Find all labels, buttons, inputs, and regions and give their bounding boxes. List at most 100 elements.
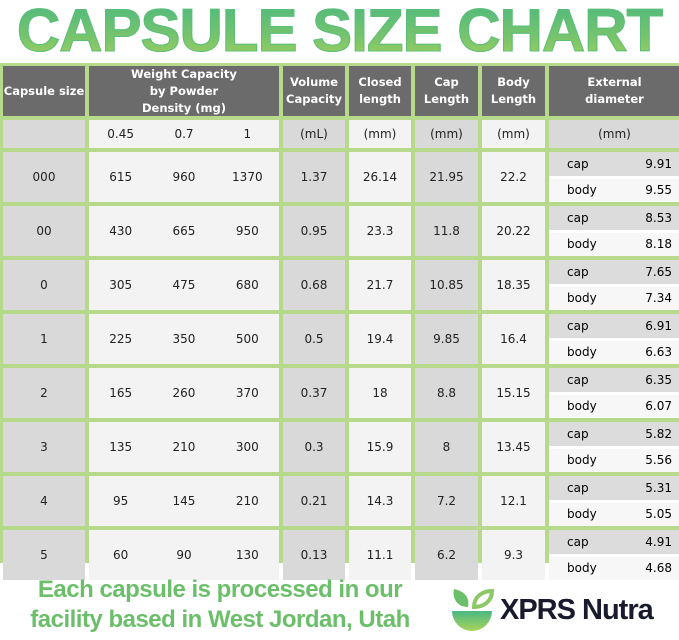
cell-weights: 305 475 680 (89, 260, 279, 310)
cell-capsule-size: 3 (3, 422, 85, 472)
units-empty (3, 120, 85, 148)
cell-cap-length: 6.2 (415, 530, 478, 580)
ext-cap-label: cap (567, 372, 589, 387)
leaf-bowl-logo-icon (452, 588, 495, 631)
ext-body-value: 5.56 (645, 453, 672, 468)
cell-weight-1: 1370 (232, 170, 263, 184)
cell-body-length: 13.45 (482, 422, 545, 472)
cell-external-diameter: cap 9.91 body 9.55 (549, 152, 679, 202)
header-body-length: Body Length (482, 66, 545, 116)
cell-weight-045: 95 (113, 494, 129, 508)
cell-capsule-size: 0 (3, 260, 85, 310)
footer-text: Each capsule is processed in our facilit… (0, 575, 440, 635)
density-0: 0.45 (107, 127, 135, 141)
cell-weight-07: 210 (172, 440, 196, 454)
cell-body-length: 15.15 (482, 368, 545, 418)
cell-cap-length: 21.95 (415, 152, 478, 202)
ext-body-label: body (567, 453, 597, 468)
cell-weight-1: 210 (235, 494, 259, 508)
ext-body-label: body (567, 237, 597, 252)
cell-closed-length: 21.7 (349, 260, 411, 310)
cell-weight-07: 960 (172, 170, 196, 184)
cell-volume: 0.68 (283, 260, 345, 310)
ext-cap-row: cap 5.31 (549, 476, 679, 500)
cell-closed-length: 14.3 (349, 476, 411, 526)
ext-body-value: 4.68 (645, 561, 672, 576)
cell-weight-07: 350 (172, 332, 196, 346)
header-weight-capacity: Weight Capacity by Powder Density (mg) (89, 66, 279, 116)
cell-external-diameter: cap 5.31 body 5.05 (549, 476, 679, 526)
ext-body-label: body (567, 291, 597, 306)
ext-body-label: body (567, 183, 597, 198)
page-title: CAPSULE SIZE CHART (0, 0, 679, 64)
cell-weight-07: 260 (172, 386, 196, 400)
cell-weight-045: 165 (109, 386, 133, 400)
cell-weights: 165 260 370 (89, 368, 279, 418)
ext-body-row: body 8.18 (549, 232, 679, 256)
cell-weights: 430 665 950 (89, 206, 279, 256)
ext-cap-label: cap (567, 318, 589, 333)
ext-cap-label: cap (567, 480, 589, 495)
units-cap: (mm) (415, 120, 478, 148)
cell-volume: 0.13 (283, 530, 345, 580)
units-body: (mm) (482, 120, 545, 148)
ext-body-value: 6.63 (645, 345, 672, 360)
cell-external-diameter: cap 8.53 body 8.18 (549, 206, 679, 256)
cell-weight-045: 60 (113, 548, 129, 562)
cell-cap-length: 7.2 (415, 476, 478, 526)
footer-line-1: Each capsule is processed in our (37, 576, 403, 603)
cell-capsule-size: 2 (3, 368, 85, 418)
ext-cap-value: 8.53 (645, 210, 672, 225)
cell-closed-length: 11.1 (349, 530, 411, 580)
ext-body-label: body (567, 507, 597, 522)
ext-body-label: body (567, 399, 597, 414)
cell-external-diameter: cap 5.82 body 5.56 (549, 422, 679, 472)
cell-external-diameter: cap 6.35 body 6.07 (549, 368, 679, 418)
ext-cap-row: cap 8.53 (549, 206, 679, 230)
cell-weights: 135 210 300 (89, 422, 279, 472)
cell-closed-length: 23.3 (349, 206, 411, 256)
header-capsule-size: Capsule size (3, 66, 85, 116)
cell-closed-length: 19.4 (349, 314, 411, 364)
ext-body-value: 7.34 (645, 291, 672, 306)
cell-weight-045: 615 (109, 170, 133, 184)
ext-cap-label: cap (567, 264, 589, 279)
ext-cap-row: cap 9.91 (549, 152, 679, 176)
cell-weight-07: 475 (172, 278, 196, 292)
cell-volume: 0.3 (283, 422, 345, 472)
cell-weight-1: 130 (235, 548, 259, 562)
ext-cap-value: 4.91 (645, 534, 672, 549)
ext-body-row: body 9.55 (549, 178, 679, 202)
cell-capsule-size: 4 (3, 476, 85, 526)
cell-weight-045: 135 (109, 440, 133, 454)
ext-body-value: 6.07 (645, 399, 672, 414)
cell-weight-1: 950 (235, 224, 259, 238)
cell-capsule-size: 000 (3, 152, 85, 202)
ext-cap-row: cap 4.91 (549, 530, 679, 554)
ext-body-value: 8.18 (645, 237, 672, 252)
ext-body-row: body 4.68 (549, 556, 679, 580)
ext-body-value: 5.05 (645, 507, 672, 522)
ext-body-value: 9.55 (645, 183, 672, 198)
ext-cap-label: cap (567, 210, 589, 225)
cell-external-diameter: cap 7.65 body 7.34 (549, 260, 679, 310)
ext-body-row: body 5.56 (549, 448, 679, 472)
cell-weight-07: 145 (172, 494, 196, 508)
capsule-size-table: Capsule size Weight Capacity by Powder D… (0, 63, 679, 580)
cell-body-length: 20.22 (482, 206, 545, 256)
cell-cap-length: 10.85 (415, 260, 478, 310)
cell-volume: 0.95 (283, 206, 345, 256)
cell-weight-1: 300 (235, 440, 259, 454)
ext-cap-label: cap (567, 156, 589, 171)
units-densities: 0.45 0.7 1 (89, 120, 279, 148)
cell-body-length: 9.3 (482, 530, 545, 580)
cell-cap-length: 11.8 (415, 206, 478, 256)
ext-body-row: body 5.05 (549, 502, 679, 526)
cell-body-length: 12.1 (482, 476, 545, 526)
cell-volume: 0.21 (283, 476, 345, 526)
cell-body-length: 18.35 (482, 260, 545, 310)
ext-cap-value: 9.91 (645, 156, 672, 171)
cell-weight-07: 665 (172, 224, 196, 238)
ext-body-row: body 6.07 (549, 394, 679, 418)
ext-body-label: body (567, 561, 597, 576)
